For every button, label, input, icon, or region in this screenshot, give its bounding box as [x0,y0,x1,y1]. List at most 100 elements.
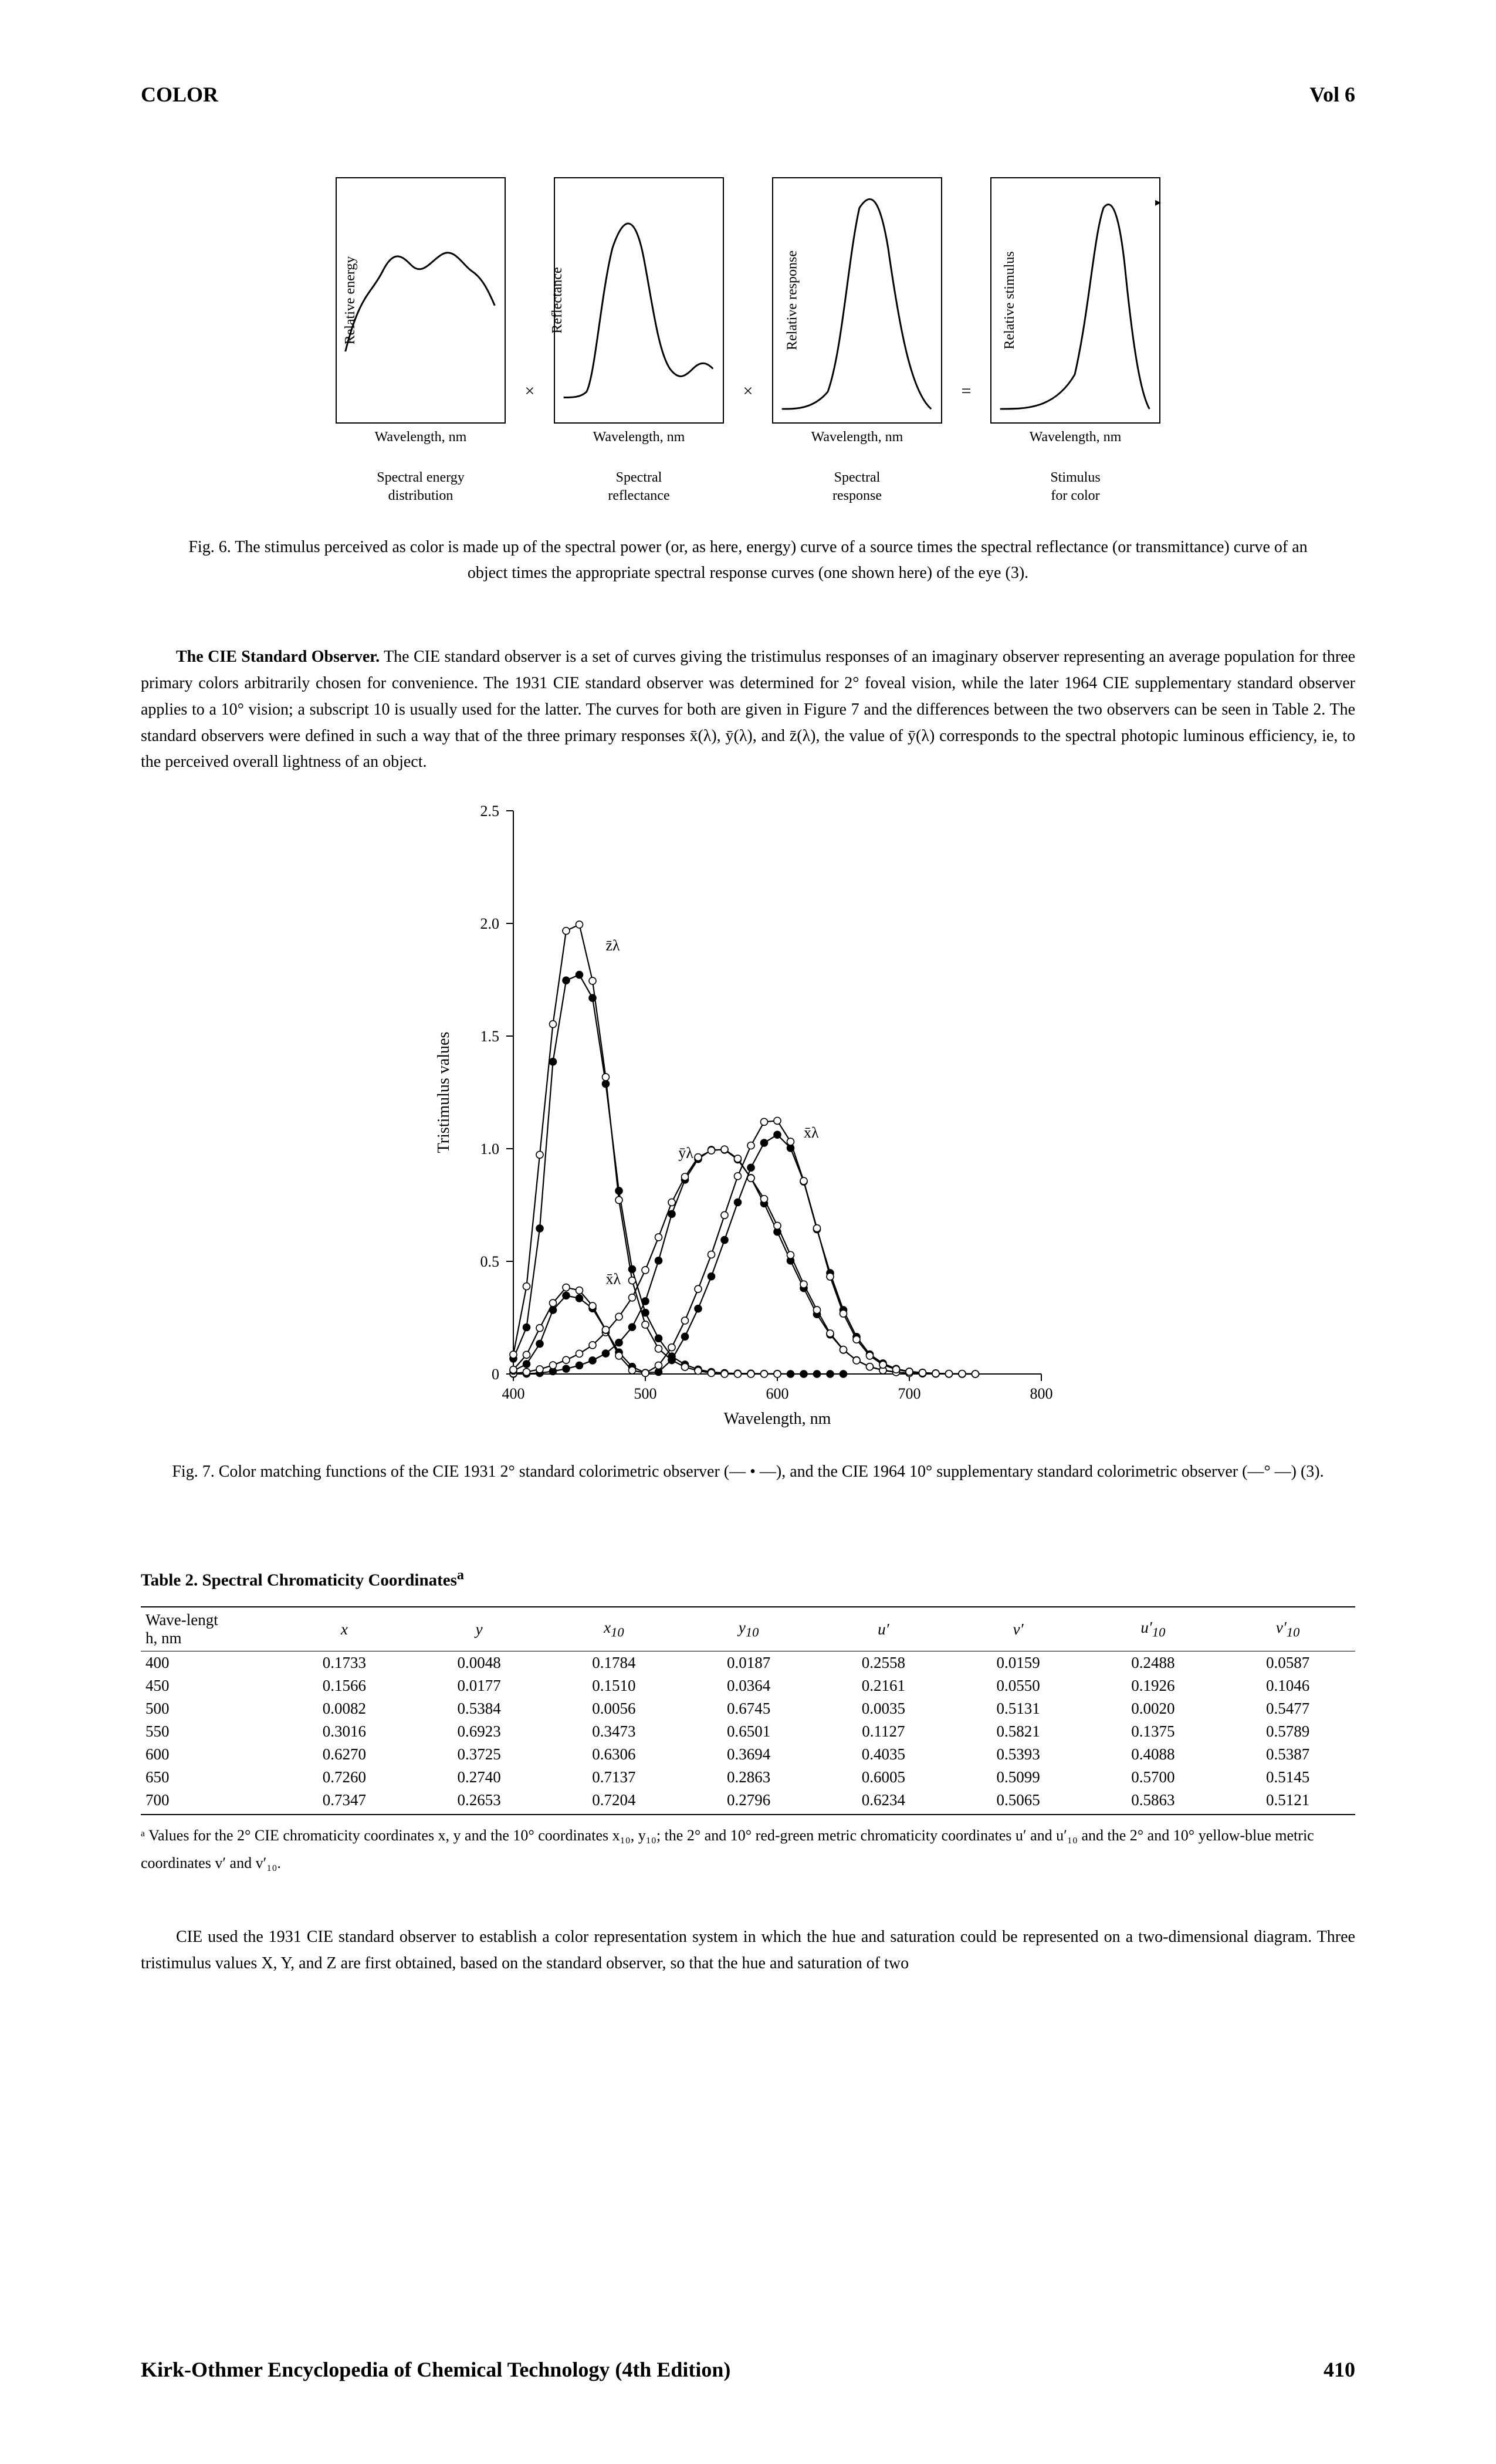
fig6-ylabel: Reflectance [550,267,566,333]
fig6-sublabel: Spectralresponse [832,469,882,505]
table-cell: 0.0056 [547,1697,682,1720]
table-cell: 500 [141,1697,277,1720]
header-right: Vol 6 [1309,82,1355,107]
cie-body: The CIE standard observer is a set of cu… [141,648,1355,771]
table-cell: 0.5393 [951,1743,1086,1766]
svg-text:800: 800 [1030,1385,1053,1402]
header-left: COLOR [141,82,218,107]
svg-text:x̄λ: x̄λ [606,1271,621,1288]
table-cell: 0.0187 [681,1651,816,1675]
table-cell: 0.3694 [681,1743,816,1766]
table-cell: 0.2796 [681,1789,816,1815]
table-cell: 400 [141,1651,277,1675]
svg-text:0.5: 0.5 [480,1253,500,1270]
fig6-xlabel: Wavelength, nm [375,429,467,445]
page-footer: Kirk-Othmer Encyclopedia of Chemical Tec… [141,2357,1355,2382]
fig6-ylabel: Relative stimulus [1002,251,1018,349]
table-cell: 0.7137 [547,1766,682,1789]
table-col-header: y [412,1607,547,1651]
table-cell: 0.1510 [547,1674,682,1697]
table-cell: 0.6501 [681,1720,816,1743]
fig6-panel: Relative response Wavelength, nm Spectralr… [772,177,942,505]
table-row: 6500.72600.27400.71370.28630.60050.50990… [141,1766,1355,1789]
fig6-xlabel: Wavelength, nm [811,429,903,445]
table-cell: 650 [141,1766,277,1789]
figure-6-caption: Fig. 6. The stimulus perceived as color … [167,534,1329,585]
table-cell: 0.0587 [1220,1651,1355,1675]
arrow-icon: ▸ [1155,195,1161,209]
table-col-header: x [277,1607,412,1651]
fig6-ylabel: Relative energy [343,256,358,345]
svg-text:700: 700 [898,1385,921,1402]
table-row: 5500.30160.69230.34730.65010.11270.58210… [141,1720,1355,1743]
fig6-panel-box: Relative stimulus ▸ [990,177,1160,424]
cie-paragraph: The CIE Standard Observer. The CIE stand… [141,644,1355,776]
table-cell: 0.1127 [816,1720,951,1743]
table-cell: 0.5384 [412,1697,547,1720]
svg-text:2.0: 2.0 [480,915,500,932]
table-cell: 450 [141,1674,277,1697]
table-cell: 0.0082 [277,1697,412,1720]
figure-6-panels: Relative energyWavelength, nmSpectral en… [141,177,1355,505]
page: COLOR Vol 6 Relative energy Wavelength, n… [0,0,1496,2464]
fig6-ylabel: Relative response [784,251,800,350]
table-col-header: u′ [816,1607,951,1651]
table-cell: 0.5121 [1220,1789,1355,1815]
fig6-operator: × [742,381,754,401]
table-cell: 0.1046 [1220,1674,1355,1697]
svg-text:600: 600 [766,1385,789,1402]
fig6-panel-box: Reflectance [554,177,724,424]
svg-text:x̄λ: x̄λ [804,1124,819,1141]
table-cell: 0.3473 [547,1720,682,1743]
table-row: 4000.17330.00480.17840.01870.25580.01590… [141,1651,1355,1675]
table-col-header: v′ [951,1607,1086,1651]
table-cell: 0.0159 [951,1651,1086,1675]
table-cell: 0.6923 [412,1720,547,1743]
table-cell: 0.6005 [816,1766,951,1789]
table-cell: 0.0177 [412,1674,547,1697]
footer-right: 410 [1324,2357,1355,2382]
fig6-panel-box: Relative response [772,177,942,424]
table-cell: 0.6745 [681,1697,816,1720]
table-cell: 0.1926 [1086,1674,1221,1697]
svg-text:Tristimulus values: Tristimulus values [435,1032,453,1153]
table-cell: 0.5477 [1220,1697,1355,1720]
table-cell: 600 [141,1743,277,1766]
table-2-footnote: ᵃ Values for the 2° CIE chromaticity coo… [141,1822,1355,1877]
table-cell: 0.5789 [1220,1720,1355,1743]
table-col-header: x10 [547,1607,682,1651]
svg-text:ȳλ: ȳλ [678,1145,693,1162]
final-paragraph: CIE used the 1931 CIE standard observer … [141,1924,1355,1977]
figure-7-chart: 00.51.01.52.02.5400500600700800Wavelengt… [408,787,1088,1433]
table-2: Wave-length, nmxyx10y10u′v′u′10v′10 4000… [141,1606,1355,1815]
table-cell: 0.5863 [1086,1789,1221,1815]
table-2-body: 4000.17330.00480.17840.01870.25580.01590… [141,1651,1355,1815]
svg-text:2.5: 2.5 [480,803,500,820]
table-cell: 0.6306 [547,1743,682,1766]
fig6-panel: Relative stimulus▸Wavelength, nmStimulus… [990,177,1160,505]
table-row: 4500.15660.01770.15100.03640.21610.05500… [141,1674,1355,1697]
table-row: 5000.00820.53840.00560.67450.00350.51310… [141,1697,1355,1720]
table-cell: 0.4088 [1086,1743,1221,1766]
table-cell: 0.5065 [951,1789,1086,1815]
svg-text:0: 0 [492,1366,499,1383]
fig6-xlabel: Wavelength, nm [593,429,685,445]
table-cell: 0.0035 [816,1697,951,1720]
table-cell: 0.0550 [951,1674,1086,1697]
table-cell: 0.5145 [1220,1766,1355,1789]
figure-7-caption: Fig. 7. Color matching functions of the … [167,1459,1329,1484]
table-2-title: Table 2. Spectral Chromaticity Coordinat… [141,1567,1355,1590]
table-cell: 0.0020 [1086,1697,1221,1720]
table-2-title-text: Table 2. Spectral Chromaticity Coordinat… [141,1571,457,1589]
table-cell: 0.3016 [277,1720,412,1743]
svg-text:Wavelength, nm: Wavelength, nm [724,1410,831,1428]
table-cell: 0.2558 [816,1651,951,1675]
table-cell: 0.4035 [816,1743,951,1766]
table-col-header: u′10 [1086,1607,1221,1651]
table-cell: 0.3725 [412,1743,547,1766]
table-row: 6000.62700.37250.63060.36940.40350.53930… [141,1743,1355,1766]
table-cell: 0.2488 [1086,1651,1221,1675]
svg-text:z̄λ: z̄λ [606,937,621,954]
footer-left: Kirk-Othmer Encyclopedia of Chemical Tec… [141,2357,730,2382]
fig6-sublabel: Stimulusfor color [1050,469,1100,505]
